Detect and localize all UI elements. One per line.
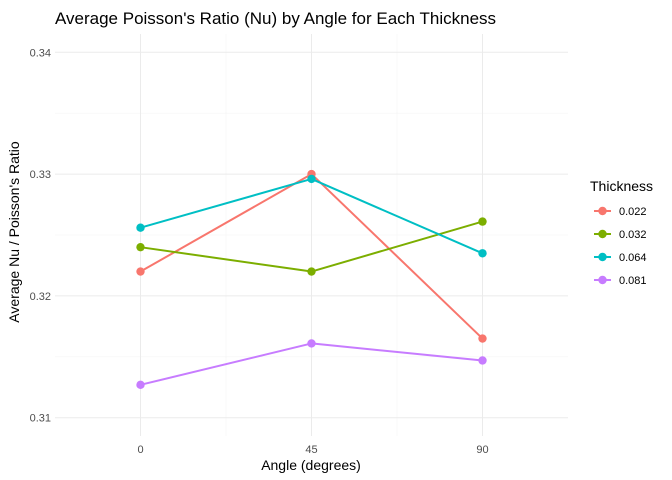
data-point	[136, 223, 145, 232]
series-0.064	[136, 174, 487, 258]
y-tick-label: 0.31	[30, 413, 51, 425]
legend-label: 0.064	[619, 252, 647, 264]
data-point	[307, 267, 316, 276]
y-tick-label: 0.34	[30, 47, 51, 59]
legend-label: 0.032	[619, 229, 647, 241]
legend-key-point	[598, 229, 607, 239]
legend-item: 0.032	[594, 229, 647, 241]
y-tick-label: 0.33	[30, 169, 51, 181]
data-point	[478, 217, 487, 226]
data-point	[136, 242, 145, 252]
x-tick-labels: 0 45 90	[137, 444, 488, 456]
legend-item: 0.064	[594, 252, 647, 264]
x-tick-label: 90	[476, 444, 488, 456]
legend-item: 0.022	[594, 206, 647, 218]
data-point	[478, 356, 487, 365]
legend-label: 0.022	[619, 206, 647, 218]
y-tick-label: 0.32	[30, 291, 51, 303]
legend-title: Thickness	[590, 178, 653, 194]
chart-title: Average Poisson's Ratio (Nu) by Angle fo…	[55, 9, 496, 28]
legend: Thickness 0.022 0.032 0.064 0.081	[590, 178, 653, 287]
series-0.022	[136, 169, 487, 343]
legend-key-point	[598, 206, 607, 216]
x-axis-title: Angle (degrees)	[261, 457, 361, 473]
x-tick-label: 45	[305, 444, 317, 456]
data-point	[136, 380, 145, 390]
series-0.032	[136, 217, 487, 276]
y-tick-labels: 0.31 0.32 0.33 0.34	[30, 47, 51, 424]
y-axis-title: Average Nu / Poisson's Ratio	[6, 141, 22, 323]
data-point	[307, 174, 316, 184]
data-point	[478, 249, 487, 258]
legend-item: 0.081	[594, 275, 647, 287]
legend-key-point	[598, 275, 607, 285]
series-layer	[136, 169, 487, 390]
legend-label: 0.081	[619, 275, 647, 287]
grid	[55, 34, 568, 436]
data-point	[136, 267, 145, 276]
x-tick-label: 0	[137, 444, 143, 456]
data-point	[307, 339, 316, 348]
series-0.081	[136, 339, 487, 390]
legend-key-point	[598, 252, 607, 262]
data-point	[478, 334, 487, 343]
